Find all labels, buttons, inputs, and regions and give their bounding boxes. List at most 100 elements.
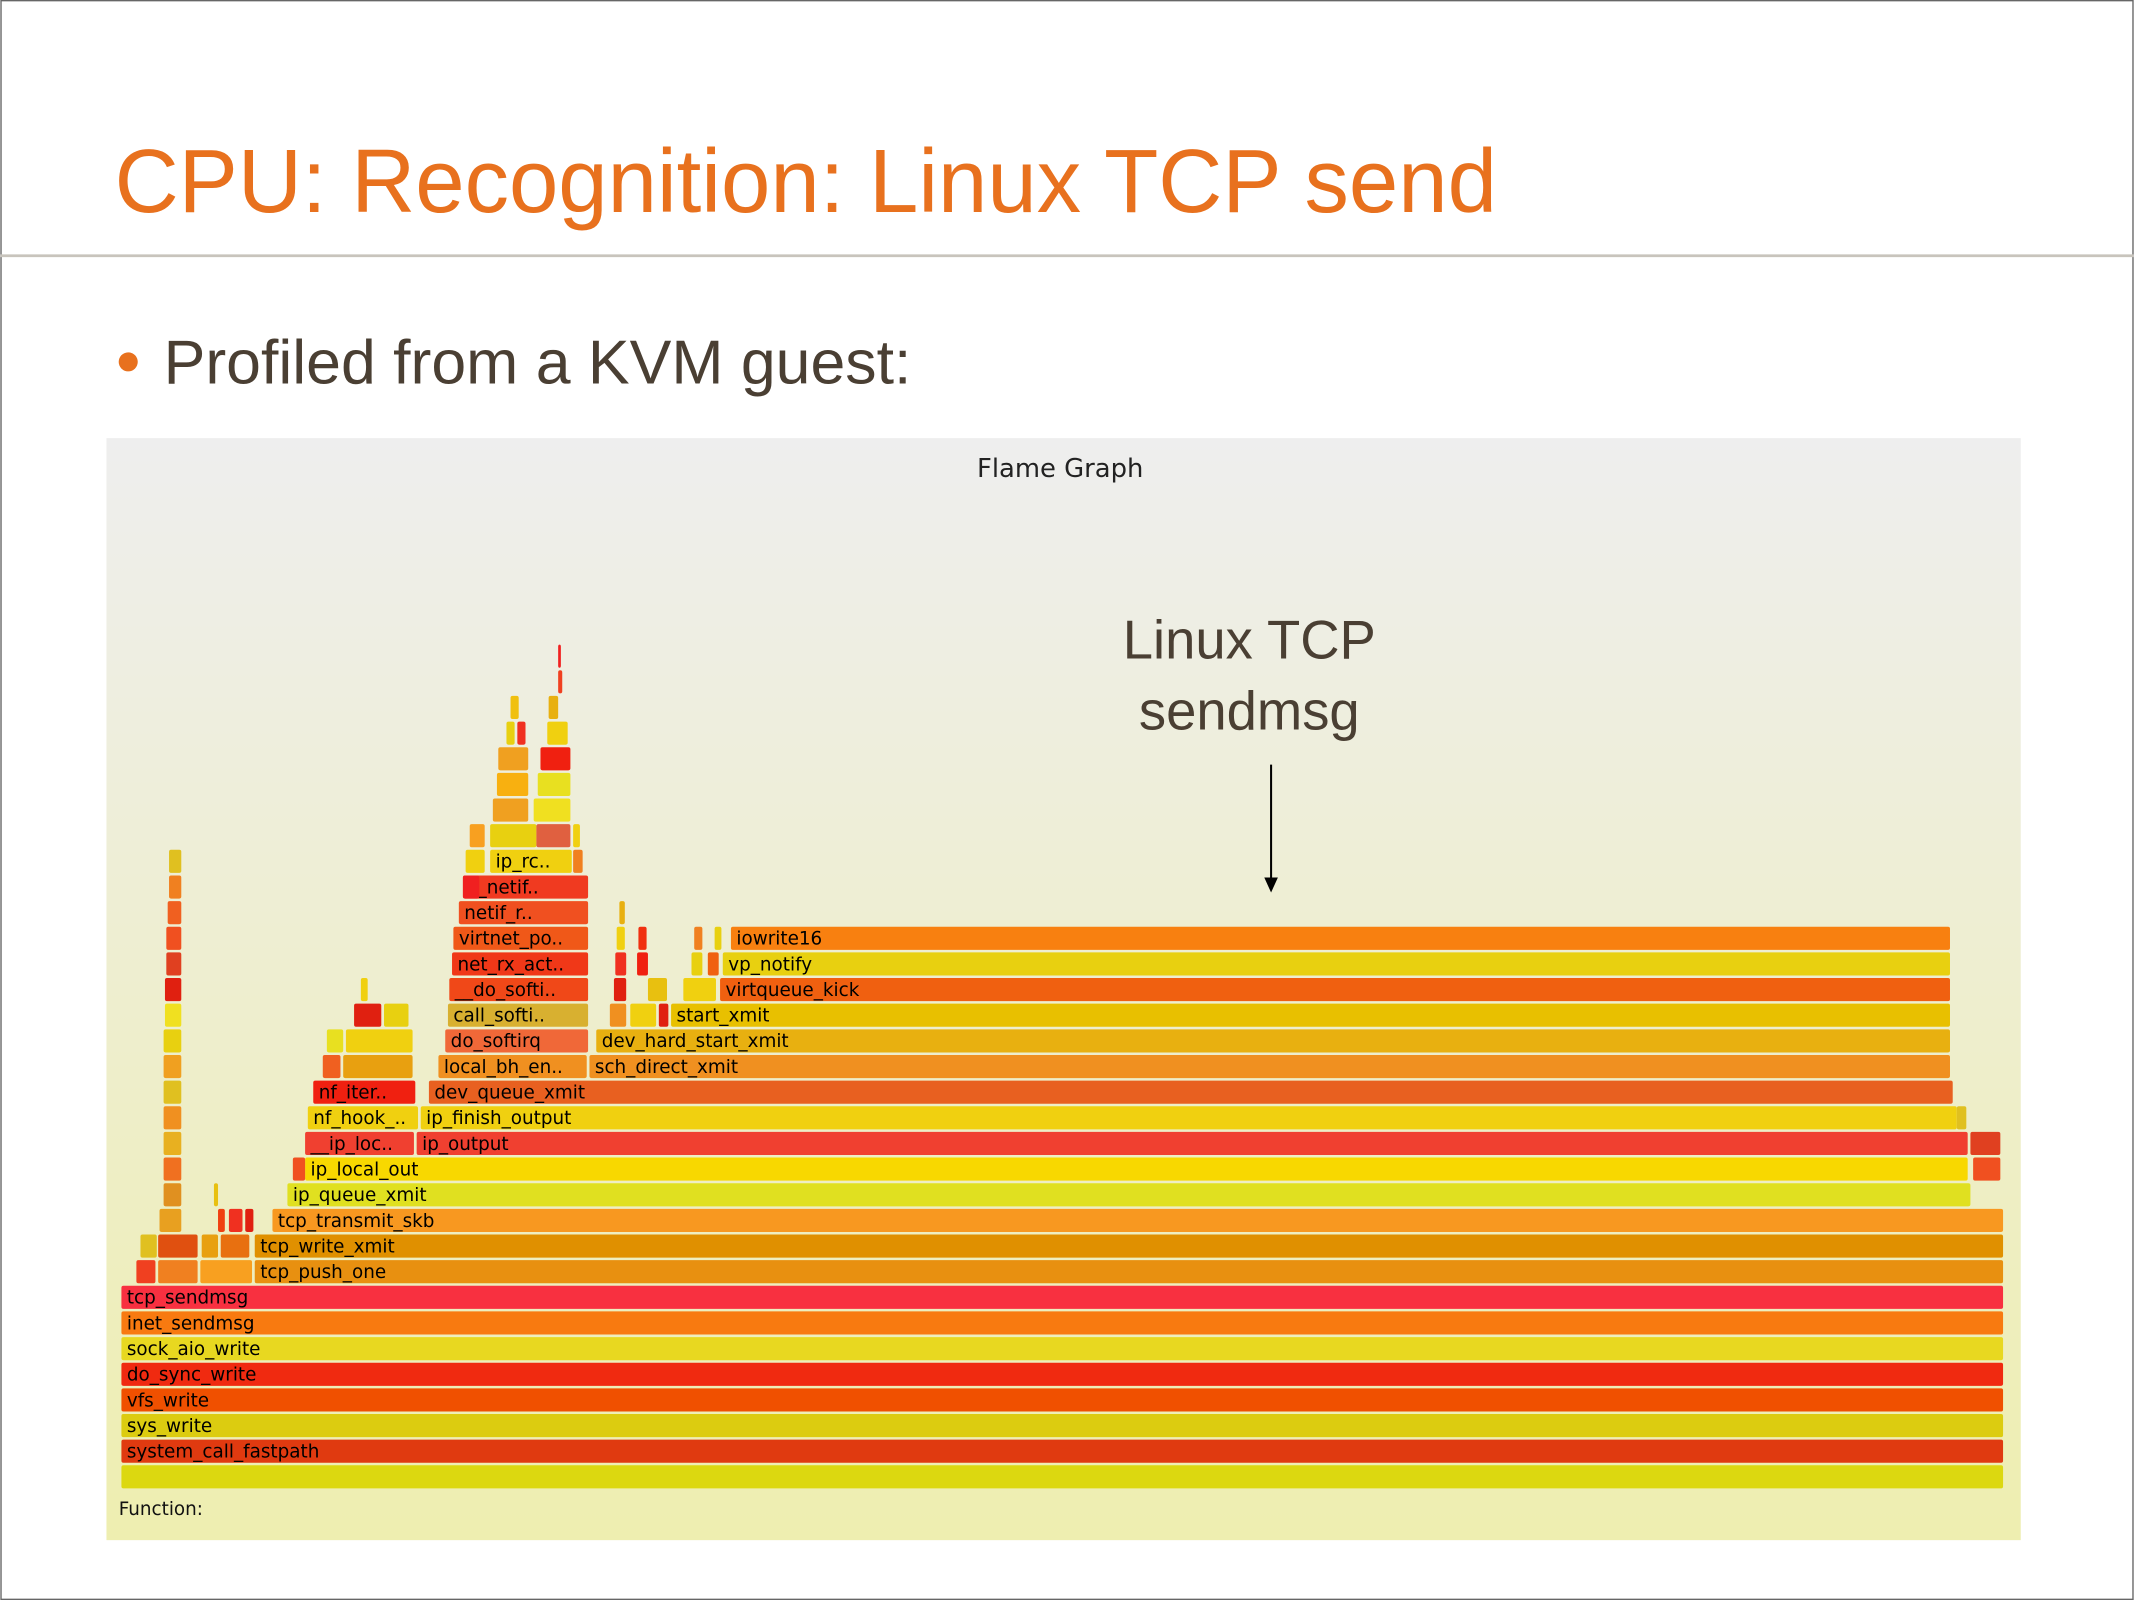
frame	[158, 1260, 198, 1284]
frame	[305, 1131, 414, 1156]
frame	[637, 952, 648, 976]
frame	[163, 1080, 182, 1104]
frame-label: __do_softi..	[454, 980, 556, 1001]
frame	[447, 1003, 589, 1027]
frame-label: dev_queue_xmit	[434, 1083, 585, 1104]
frame	[428, 1080, 1953, 1104]
frame	[313, 1080, 416, 1104]
frame	[121, 1465, 2004, 1489]
frame	[615, 952, 627, 976]
frame-label: net_rx_act..	[457, 954, 564, 975]
frame-label: nf_iter..	[319, 1083, 387, 1104]
frame	[254, 1260, 2004, 1284]
frame-label: ip_local_out	[311, 1159, 419, 1180]
frame	[200, 1260, 253, 1284]
frame-label: tcp_sendmsg	[127, 1288, 248, 1309]
frame	[326, 1029, 344, 1053]
frame	[720, 978, 1950, 1002]
frame	[453, 926, 589, 950]
frame	[469, 824, 485, 848]
frame	[164, 978, 182, 1002]
frame	[533, 798, 571, 822]
frame	[121, 1388, 2004, 1412]
frame	[163, 1131, 182, 1156]
frame	[287, 1183, 1971, 1207]
frame-label: dev_hard_start_xmit	[602, 1031, 789, 1052]
frame	[589, 1054, 1950, 1079]
frame	[1956, 1106, 1967, 1130]
frame	[490, 849, 572, 873]
frame	[201, 1234, 219, 1258]
frame	[307, 1106, 419, 1130]
frame	[121, 1311, 2004, 1335]
frame	[169, 875, 182, 899]
frame	[449, 978, 589, 1002]
frame	[167, 901, 182, 925]
frame	[1973, 1157, 2001, 1181]
frame	[630, 1003, 657, 1027]
frame	[420, 1106, 1957, 1130]
frame-label: inet_sendmsg	[127, 1313, 255, 1334]
frame	[714, 926, 722, 950]
frame-label: virtnet_po..	[459, 929, 563, 950]
frame	[121, 1285, 2004, 1309]
frame	[345, 1029, 413, 1053]
flame-graph-footer: Function:	[119, 1499, 203, 1520]
frame	[730, 926, 1950, 950]
frame	[438, 1054, 587, 1079]
frame-label: ip_output	[422, 1134, 509, 1155]
frame-label: ip_queue_xmit	[293, 1185, 427, 1206]
frame	[140, 1234, 157, 1258]
frame	[694, 926, 703, 950]
frame	[465, 849, 485, 873]
frame	[416, 1131, 1968, 1156]
frame	[558, 670, 563, 694]
frame	[558, 644, 561, 668]
frame	[573, 849, 583, 873]
frame-label: local_bh_en..	[444, 1057, 563, 1078]
frame	[540, 747, 571, 771]
frame	[322, 1054, 341, 1079]
frame-label: sch_direct_xmit	[595, 1057, 738, 1078]
frame	[619, 901, 625, 925]
annotation-arrowhead	[1264, 877, 1278, 893]
frame	[213, 1183, 219, 1207]
frame	[537, 772, 571, 796]
frame-label: do_sync_write	[127, 1365, 257, 1386]
frame	[638, 926, 647, 950]
frame	[343, 1054, 413, 1079]
frame-label: vp_notify	[728, 954, 812, 975]
frame	[462, 875, 589, 899]
frame	[163, 1183, 182, 1207]
frame-label: tcp_transmit_skb	[278, 1211, 435, 1232]
frame	[121, 1362, 2004, 1386]
frame	[121, 1414, 2004, 1438]
frame-label: netif_r..	[464, 903, 532, 924]
frame	[496, 772, 529, 796]
frame	[163, 1157, 182, 1181]
slide-title: CPU: Recognition: Linux TCP send	[115, 132, 1497, 232]
frame	[169, 849, 182, 873]
frame-label: iowrite16	[736, 929, 822, 950]
frame	[536, 824, 571, 848]
flame-graph-title: Flame Graph	[977, 454, 1143, 484]
frame-label: tcp_push_one	[260, 1262, 386, 1283]
frame-label: ip_rc..	[496, 852, 551, 873]
frame	[163, 1054, 182, 1079]
frame	[163, 1029, 182, 1053]
frame	[254, 1234, 2004, 1258]
frame	[547, 721, 568, 745]
frame	[506, 721, 515, 745]
frame	[272, 1208, 2004, 1232]
frame	[292, 1157, 306, 1181]
frame	[158, 1234, 198, 1258]
frame-label: ip_finish_output	[426, 1108, 571, 1129]
frame	[245, 1208, 254, 1232]
frame	[218, 1208, 225, 1232]
frame	[136, 1260, 156, 1284]
frame-label: vfs_write	[127, 1390, 209, 1411]
frame-label: virtqueue_kick	[726, 980, 860, 1001]
frame	[658, 1003, 669, 1027]
frame-label: system_call_fastpath	[127, 1442, 320, 1463]
frame	[121, 1439, 2004, 1463]
